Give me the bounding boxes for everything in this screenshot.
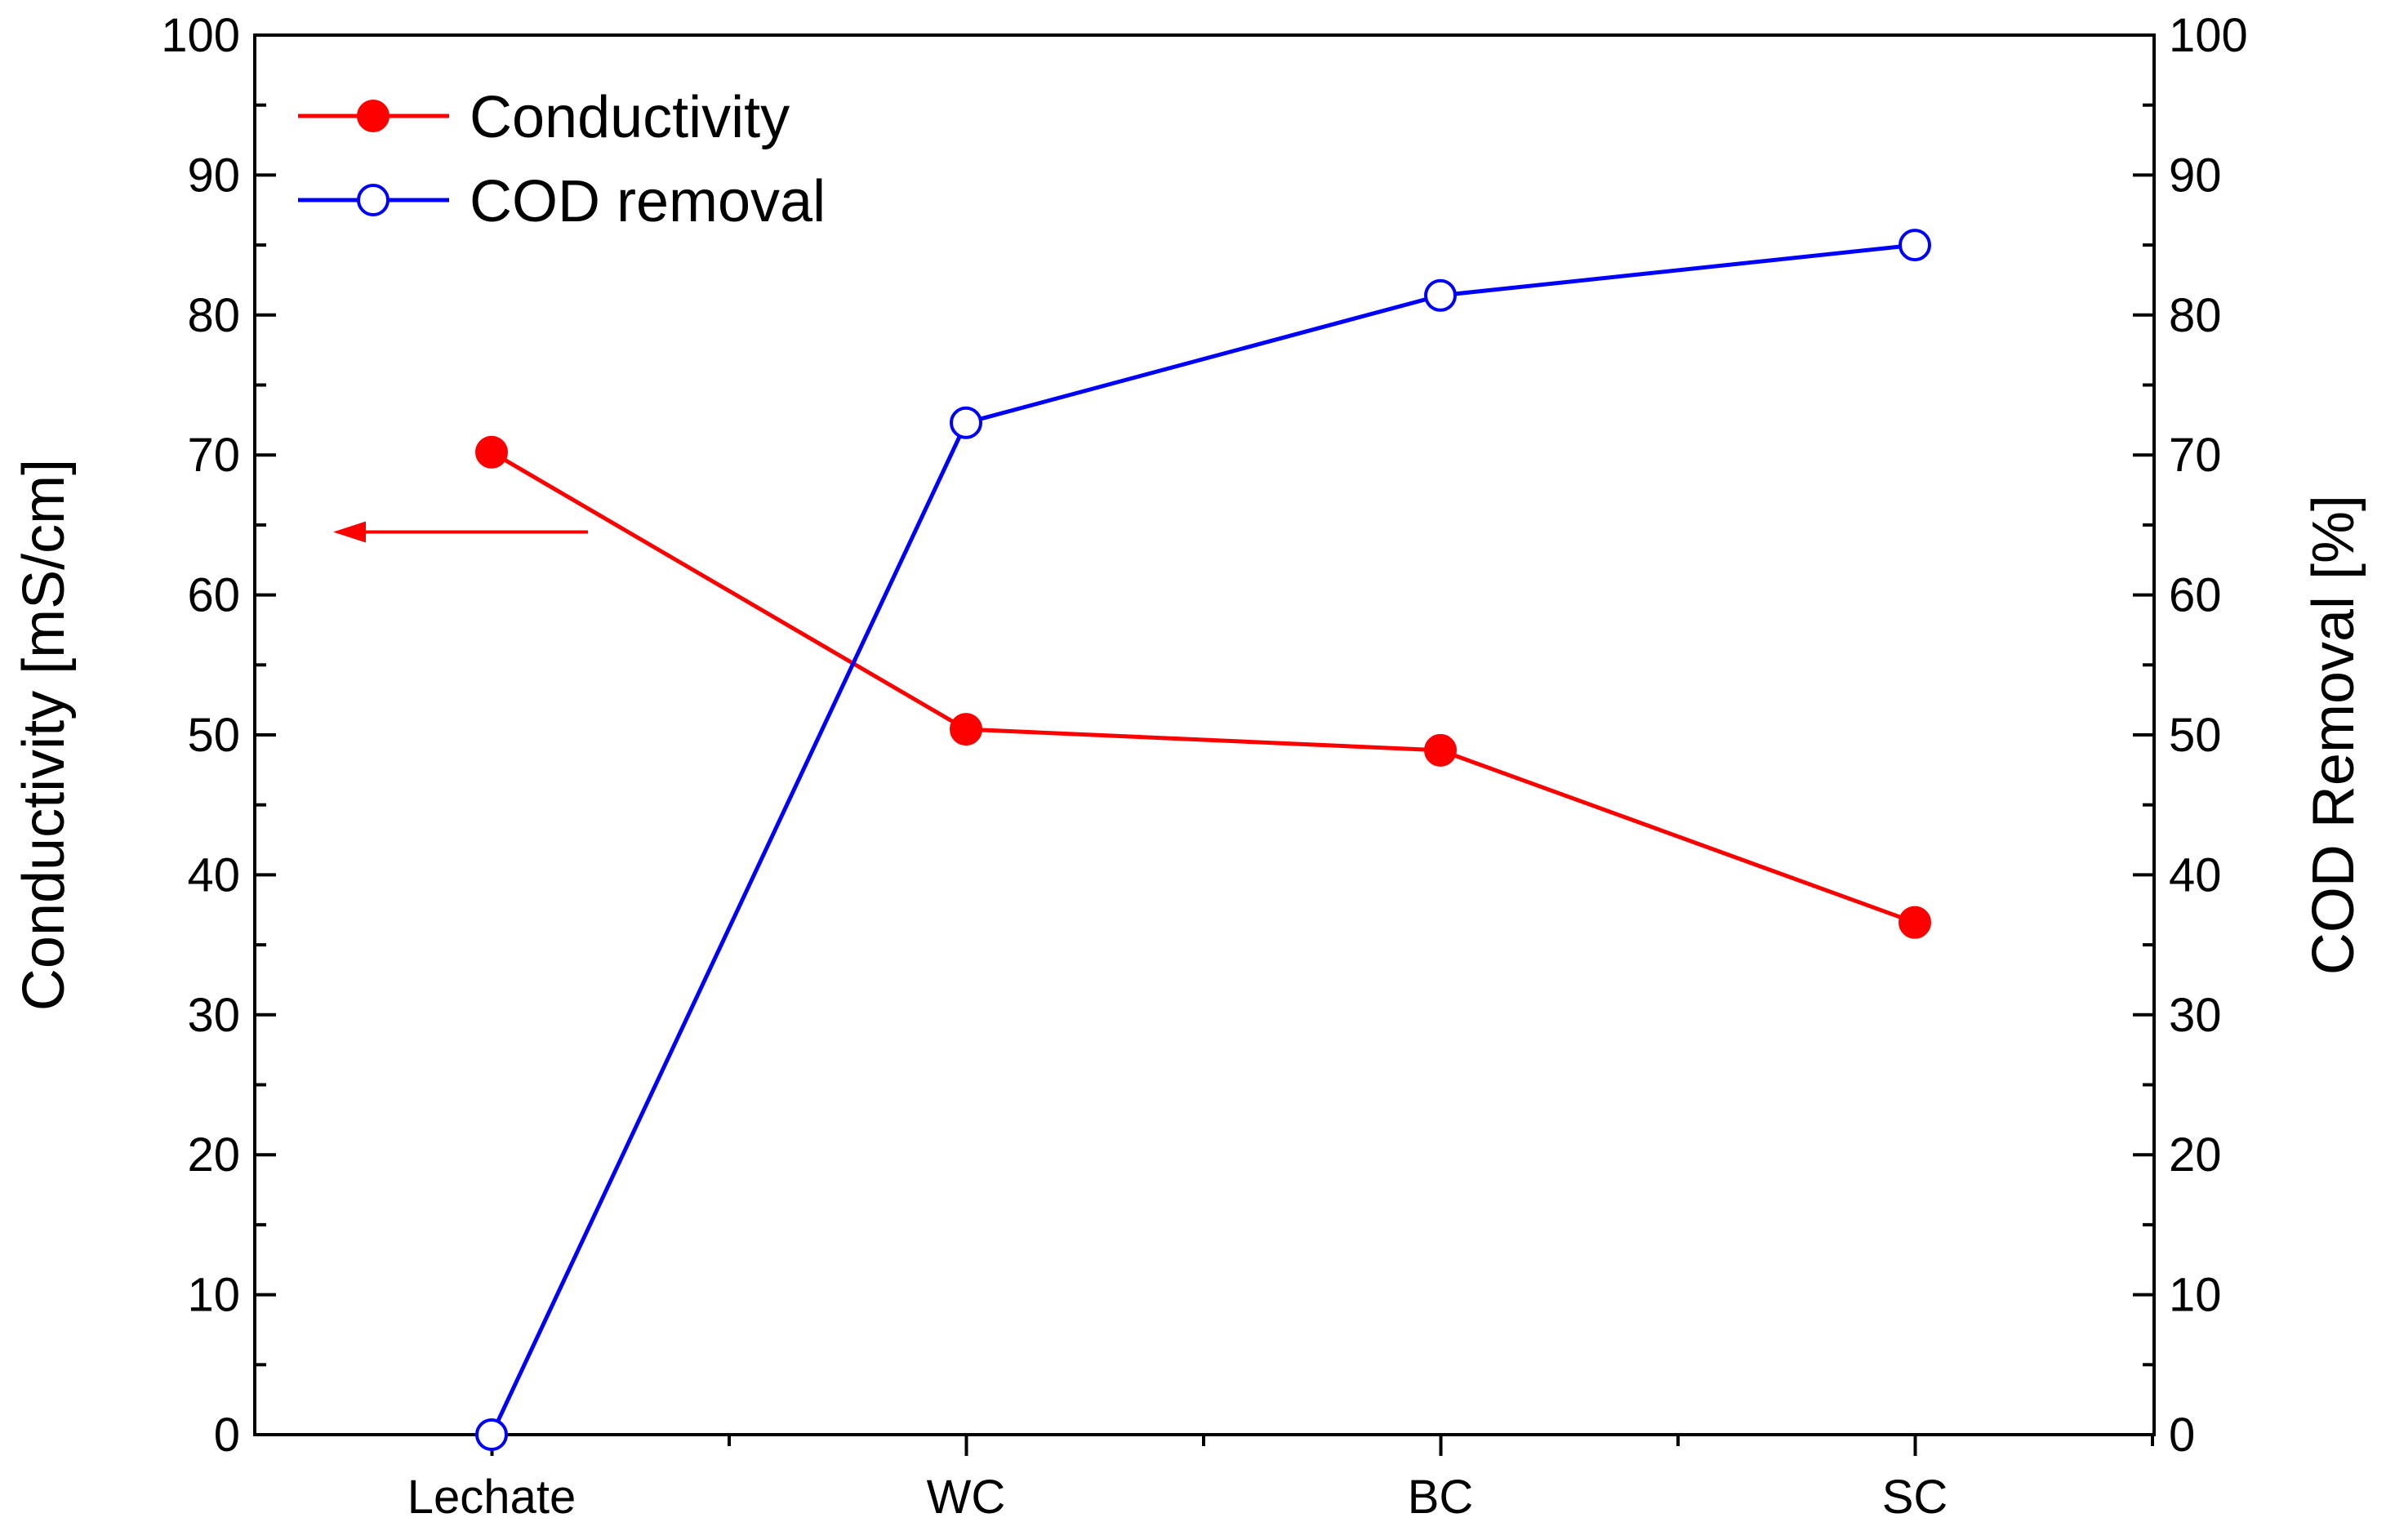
legend: Conductivity COD removal [298, 85, 826, 234]
left-y-tick-label: 40 [187, 848, 240, 901]
right-axis-title: COD Removal [%] [2301, 495, 2366, 975]
series-point-0 [1899, 906, 1931, 939]
series-point-1 [950, 406, 982, 439]
left-y-tick-label: 30 [187, 989, 240, 1042]
series-point-1 [475, 1418, 508, 1451]
right-y-tick-label: 80 [2169, 289, 2222, 342]
series-point-0 [1424, 733, 1457, 767]
right-y-tick-label: 10 [2169, 1269, 2222, 1322]
legend-label: COD removal [470, 169, 826, 234]
series-line-1 [489, 243, 1916, 1436]
right-y-tick-label: 90 [2169, 149, 2222, 202]
series-line-0 [490, 450, 1916, 925]
right-y-tick-label: 50 [2169, 709, 2222, 762]
left-y-tick-label: 80 [187, 289, 240, 342]
right-y-tick-label: 30 [2169, 989, 2222, 1042]
left-axis-title: Conductivity [mS/cm] [11, 459, 77, 1011]
x-tick-label: Lechate [407, 1471, 576, 1524]
series-point-0 [475, 435, 508, 469]
right-y-tick-label: 40 [2169, 848, 2222, 901]
x-axis: Lechate WC BC SC [407, 1435, 2154, 1524]
left-y-tick-label: 60 [187, 569, 240, 622]
right-y-axis: 0 10 20 30 40 50 60 70 80 90 100 [2133, 9, 2248, 1462]
right-y-tick-label: 60 [2169, 569, 2222, 622]
legend-marker [357, 100, 390, 132]
left-y-tick-label: 70 [187, 429, 240, 482]
left-y-tick-label: 100 [161, 9, 240, 62]
left-y-tick-label: 50 [187, 709, 240, 762]
left-y-tick-label: 0 [214, 1409, 240, 1462]
right-y-tick-label: 100 [2169, 9, 2248, 62]
series-point-0 [950, 713, 982, 746]
right-y-tick-label: 0 [2169, 1409, 2195, 1462]
legend-label: Conductivity [470, 85, 790, 150]
x-tick-label: SC [1882, 1471, 1948, 1524]
series-point-1 [1899, 229, 1931, 262]
x-tick-label: WC [927, 1471, 1006, 1524]
left-y-tick-label: 20 [187, 1128, 240, 1182]
right-y-tick-label: 20 [2169, 1128, 2222, 1182]
left-y-tick-label: 10 [187, 1269, 240, 1322]
arrow-head [333, 521, 366, 543]
series-layer [475, 229, 1931, 1451]
legend-marker [357, 184, 390, 216]
plot-frame [253, 33, 2156, 1436]
left-y-axis: 0 10 20 30 40 50 60 70 80 90 100 [161, 9, 276, 1462]
series-point-1 [1424, 278, 1457, 312]
x-tick-label: BC [1408, 1471, 1474, 1524]
left-y-tick-label: 90 [187, 149, 240, 202]
right-y-tick-label: 70 [2169, 429, 2222, 482]
annotation-layer [333, 521, 588, 543]
